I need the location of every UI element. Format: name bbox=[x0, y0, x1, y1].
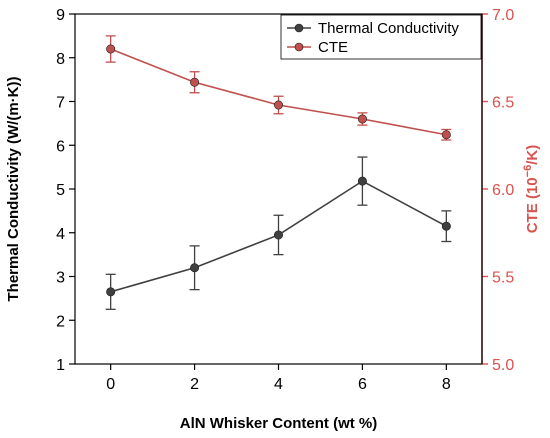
y-left-tick-label: 8 bbox=[56, 51, 65, 68]
y-left-tick-label: 2 bbox=[56, 313, 65, 330]
x-axis-title: AlN Whisker Content (wt %) bbox=[180, 415, 378, 432]
series-cte bbox=[105, 35, 452, 141]
y-right-tick-label: 5.5 bbox=[492, 270, 514, 287]
data-point bbox=[357, 176, 367, 186]
legend: Thermal Conductivity CTE bbox=[280, 14, 482, 60]
plot-frame bbox=[74, 13, 483, 365]
series-line bbox=[110, 48, 447, 136]
data-point bbox=[106, 287, 116, 297]
legend-label: Thermal Conductivity bbox=[318, 20, 459, 37]
y-left-tick-label: 9 bbox=[56, 7, 65, 24]
legend-box bbox=[280, 14, 482, 60]
series-layer bbox=[105, 35, 452, 310]
y-right-tick-label: 7.0 bbox=[492, 7, 514, 24]
y-left-tick-label: 6 bbox=[56, 138, 65, 155]
y-axis-right-title-post: /K) bbox=[524, 145, 541, 165]
data-point bbox=[441, 130, 451, 140]
y-left-tick-label: 1 bbox=[56, 357, 65, 374]
ticks-layer bbox=[69, 13, 488, 370]
legend-marker bbox=[294, 42, 304, 52]
data-point bbox=[273, 230, 283, 240]
data-point bbox=[441, 221, 451, 231]
x-tick-label: 0 bbox=[106, 376, 115, 393]
y-left-tick-label: 4 bbox=[56, 226, 65, 243]
legend-entry: CTE bbox=[287, 39, 348, 56]
y-axis-right-title: CTE (10−6/K) bbox=[522, 145, 541, 233]
x-tick-label: 8 bbox=[442, 376, 451, 393]
data-point bbox=[190, 77, 200, 87]
y-left-tick-label: 7 bbox=[56, 95, 65, 112]
series-thermal-conductivity bbox=[105, 156, 452, 310]
legend-label: CTE bbox=[318, 39, 348, 56]
x-tick-label: 2 bbox=[190, 376, 199, 393]
data-point bbox=[190, 263, 200, 273]
y-right-tick-label: 6.0 bbox=[492, 182, 514, 199]
data-point bbox=[273, 100, 283, 110]
x-tick-label: 6 bbox=[358, 376, 367, 393]
y-axis-left-title: Thermal Conductivity (W/(m·K)) bbox=[5, 77, 22, 302]
y-right-tick-label: 6.5 bbox=[492, 95, 514, 112]
data-point bbox=[106, 44, 116, 54]
legend-entry: Thermal Conductivity bbox=[287, 20, 459, 37]
y-left-tick-label: 5 bbox=[56, 182, 65, 199]
tick-labels-layer: 0 2 4 6 8 1 2 3 4 5 6 7 8 9 5.0 5.5 6.0 6.5 7.0 bbox=[56, 7, 514, 393]
y-axis-right-title-pre: CTE (10 bbox=[524, 177, 541, 233]
y-axis-right-title-sup: −6 bbox=[522, 165, 534, 178]
y-right-tick-label: 5.0 bbox=[492, 357, 514, 374]
data-point bbox=[357, 114, 367, 124]
x-tick-label: 4 bbox=[274, 376, 283, 393]
legend-marker bbox=[294, 23, 304, 33]
legend-entries: Thermal Conductivity CTE bbox=[287, 20, 459, 56]
y-left-tick-label: 3 bbox=[56, 270, 65, 287]
